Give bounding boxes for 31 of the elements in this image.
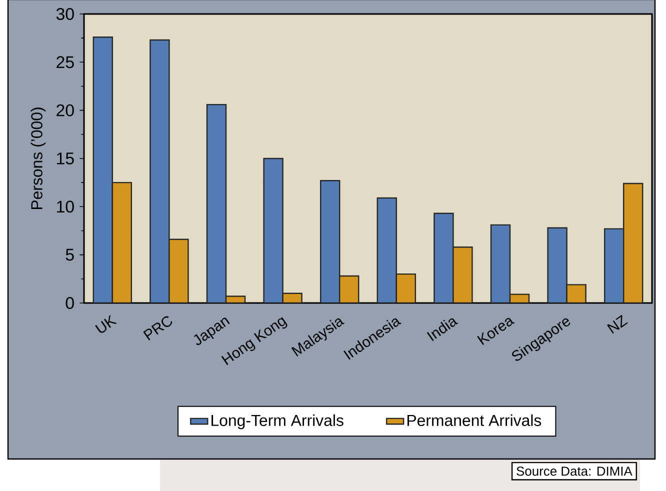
y-tick-label: 30	[56, 8, 74, 20]
y-tick-label: 0	[66, 296, 74, 309]
bar	[320, 180, 340, 303]
bar	[264, 158, 283, 303]
y-axis-title: Persons (’000)	[30, 108, 46, 210]
source-note: Source Data: DIMIA	[516, 466, 632, 476]
y-tick-label: 5	[66, 248, 74, 261]
legend-label: Permanent Arrivals	[407, 414, 542, 426]
bar	[396, 274, 416, 303]
bar	[548, 228, 567, 303]
bar	[623, 182, 644, 303]
y-tick-label: 25	[56, 56, 74, 68]
bar	[604, 228, 624, 303]
x-tick-label: NZ	[607, 314, 628, 334]
bar	[169, 239, 188, 303]
bar	[93, 37, 112, 303]
bar	[207, 104, 226, 303]
y-tick-label: 10	[57, 200, 74, 213]
y-tick-label: 15	[57, 152, 74, 164]
bar	[112, 182, 132, 303]
legend-label: Long-Term Arrivals	[212, 414, 344, 430]
bar	[491, 224, 510, 303]
bar	[434, 213, 454, 303]
x-tick-label: PRC	[143, 316, 172, 340]
bar	[453, 247, 472, 303]
x-tick-label: India	[426, 318, 458, 342]
y-tick-label: 20	[56, 104, 74, 116]
bar	[150, 40, 170, 303]
bar	[340, 276, 359, 303]
bar	[377, 198, 396, 303]
x-tick-label: UK	[95, 314, 117, 333]
